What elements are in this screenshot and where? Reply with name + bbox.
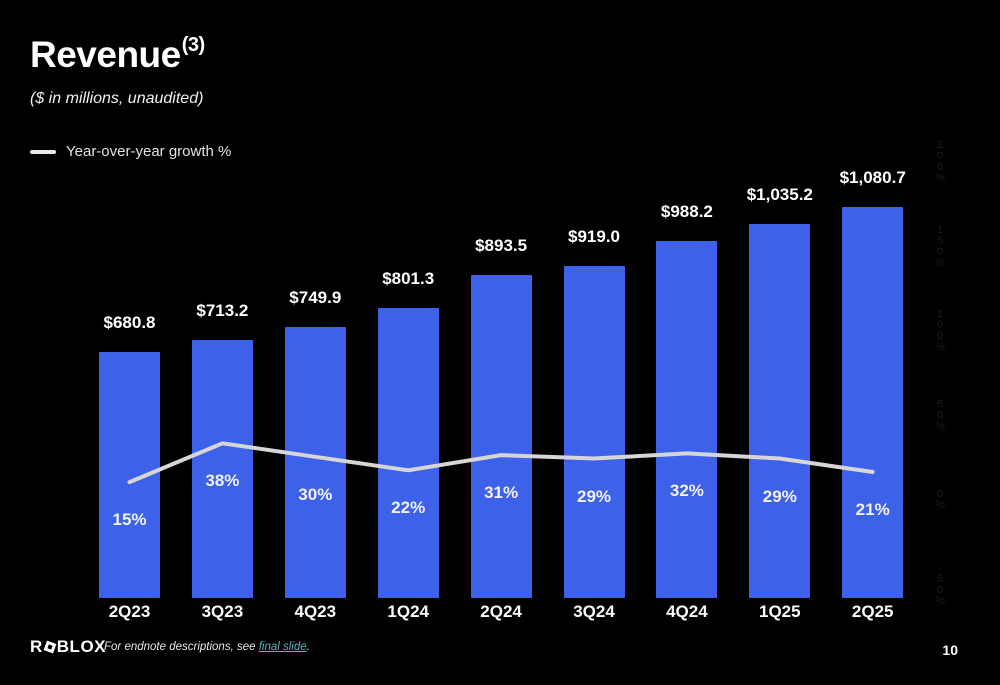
growth-line-swatch-icon bbox=[30, 149, 56, 154]
bar-value-label: $919.0 bbox=[568, 226, 620, 246]
growth-percent-label: 32% bbox=[669, 481, 704, 501]
title-superscript: (3) bbox=[181, 33, 205, 56]
legend: Year-over-year growth % bbox=[30, 143, 231, 160]
right-axis-tick: -5 0% bbox=[935, 561, 945, 607]
right-axis-tick: 0% bbox=[935, 488, 945, 511]
bar-value-label: $988.2 bbox=[660, 201, 713, 221]
revenue-bar bbox=[99, 351, 160, 598]
x-axis-label: 3Q24 bbox=[573, 602, 615, 621]
revenue-bar bbox=[191, 340, 253, 598]
x-axis-label: 2Q24 bbox=[480, 602, 522, 621]
bar-value-label: $749.9 bbox=[289, 287, 342, 307]
right-axis-tick: 1 0 0% bbox=[935, 308, 945, 353]
x-axis-label: 1Q25 bbox=[759, 602, 801, 621]
roblox-logo: R BLOX bbox=[30, 638, 106, 655]
roblox-tilted-square-icon bbox=[43, 640, 57, 654]
right-axis-tick: 2 0 0% bbox=[935, 139, 945, 184]
growth-percent-label: 29% bbox=[762, 486, 797, 506]
footnote-text: For endnote descriptions, see bbox=[104, 641, 259, 653]
growth-percent-label: 21% bbox=[855, 500, 890, 519]
footnote: For endnote descriptions, see final slid… bbox=[104, 641, 310, 653]
revenue-bar bbox=[284, 326, 346, 598]
x-axis-label: 4Q24 bbox=[666, 602, 708, 621]
bar-value-label: $680.8 bbox=[103, 312, 156, 332]
growth-percent-label: 22% bbox=[391, 498, 426, 518]
roblox-square-hole bbox=[47, 644, 53, 650]
x-axis-label: 1Q24 bbox=[387, 602, 429, 621]
growth-percent-label: 29% bbox=[576, 486, 612, 506]
bar-value-label: $893.5 bbox=[475, 235, 528, 255]
bar-value-label: $801.3 bbox=[382, 269, 435, 289]
title-text: Revenue bbox=[30, 34, 181, 75]
right-axis-tick: 1 5 0% bbox=[935, 223, 945, 269]
x-axis-label: 3Q23 bbox=[201, 602, 244, 621]
x-axis-label: 2Q25 bbox=[851, 602, 894, 621]
footnote-period: . bbox=[306, 641, 310, 653]
subtitle: ($ in millions, unaudited) bbox=[30, 90, 204, 107]
revenue-bar bbox=[563, 265, 625, 598]
revenue-bar bbox=[377, 308, 439, 598]
legend-label: Year-over-year growth % bbox=[66, 143, 232, 160]
revenue-bar bbox=[656, 240, 718, 598]
page-number: 10 bbox=[942, 642, 958, 658]
revenue-bar bbox=[842, 207, 904, 598]
x-axis-label: 2Q23 bbox=[108, 602, 151, 621]
bar-value-label: $713.2 bbox=[196, 301, 249, 320]
revenue-bar bbox=[749, 223, 811, 598]
logo-text-r: R bbox=[30, 637, 43, 656]
x-axis-label: 4Q23 bbox=[294, 602, 337, 621]
growth-percent-label: 15% bbox=[112, 510, 147, 530]
page-title: Revenue(3) bbox=[30, 33, 205, 75]
revenue-bar bbox=[470, 274, 532, 598]
final-slide-link[interactable]: final slide bbox=[258, 641, 307, 653]
growth-percent-label: 31% bbox=[484, 483, 519, 503]
bar-value-label: $1,035.2 bbox=[746, 184, 813, 204]
logo-text-blox: BLOX bbox=[56, 637, 107, 656]
bar-value-label: $1,080.7 bbox=[839, 168, 906, 187]
right-axis-tick: 5 0% bbox=[935, 398, 945, 432]
growth-percent-label: 30% bbox=[298, 484, 333, 504]
